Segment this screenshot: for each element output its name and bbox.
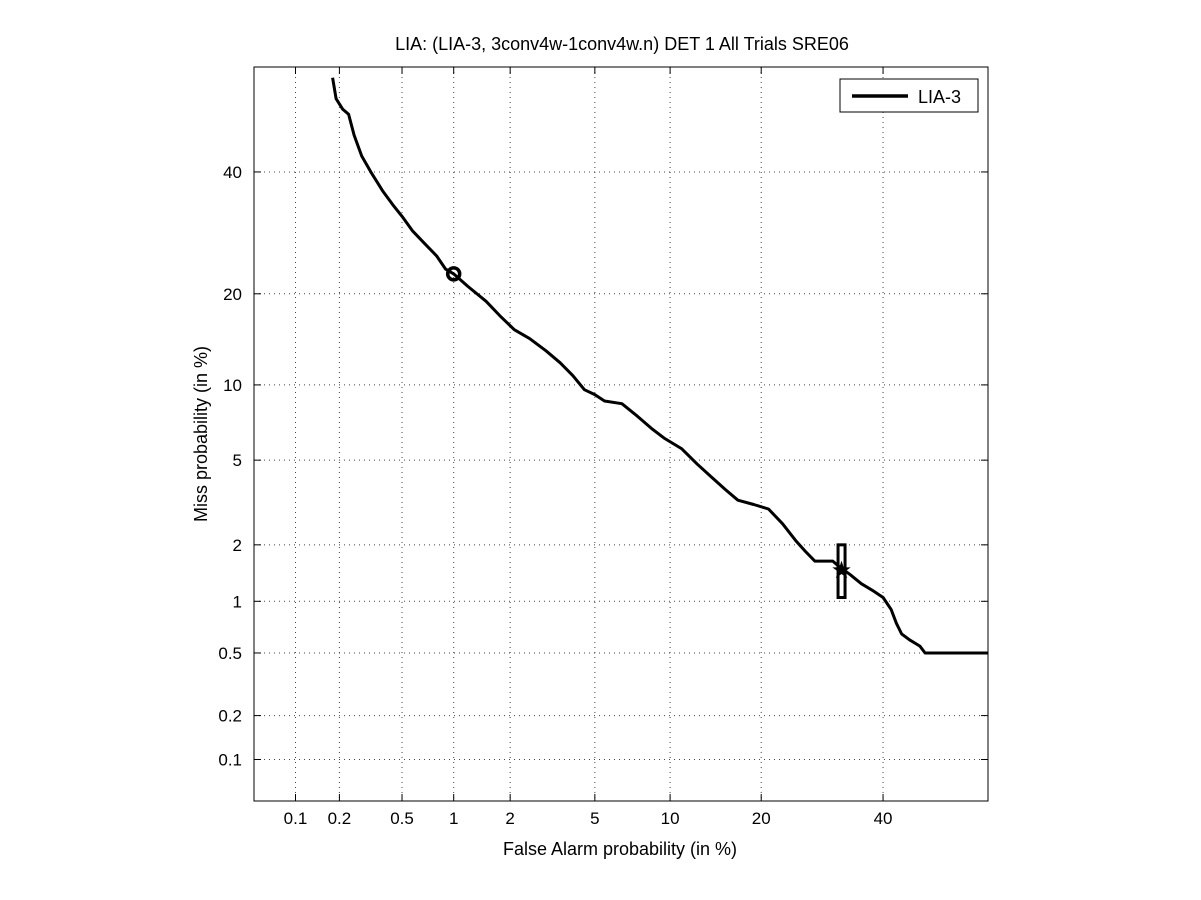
x-tick-label: 20 [752,809,771,828]
x-axis-ticks: 0.1 0.2 0.5 1 2 5 10 20 40 [284,67,893,828]
legend-label-lia-3: LIA-3 [918,87,961,107]
y-tick-label: 0.2 [218,707,242,726]
y-tick-label: 0.1 [218,751,242,770]
series-line-lia-3 [331,77,988,655]
grid-lines [254,67,988,801]
axes-frame [253,66,989,802]
plot-area: ★ [331,77,988,655]
y-tick-label: 1 [233,592,242,611]
x-tick-label: 0.2 [328,809,352,828]
y-axis-ticks: 0.1 0.2 0.5 1 2 5 10 20 40 [218,163,988,770]
x-tick-label: 1 [449,809,458,828]
legend: LIA-3 [839,78,979,113]
y-tick-label: 40 [223,163,242,182]
x-tick-label: 10 [661,809,680,828]
x-tick-label: 0.1 [284,809,308,828]
y-axis-label: Miss probability (in %) [191,346,211,522]
y-tick-label: 0.5 [218,644,242,663]
x-tick-label: 0.5 [390,809,414,828]
y-tick-label: 20 [223,285,242,304]
actual-dcf-box [836,543,847,599]
x-tick-label: 5 [590,809,599,828]
min-dcf-marker [445,266,462,282]
x-tick-label: 2 [505,809,514,828]
actual-dcf-star-marker: ★ [831,557,853,584]
chart-title: LIA: (LIA-3, 3conv4w-1conv4w.n) DET 1 Al… [395,34,849,54]
y-tick-label: 2 [233,536,242,555]
x-tick-label: 40 [874,809,893,828]
y-tick-label: 10 [223,376,242,395]
x-axis-label: False Alarm probability (in %) [503,839,737,859]
y-tick-label: 5 [233,451,242,470]
